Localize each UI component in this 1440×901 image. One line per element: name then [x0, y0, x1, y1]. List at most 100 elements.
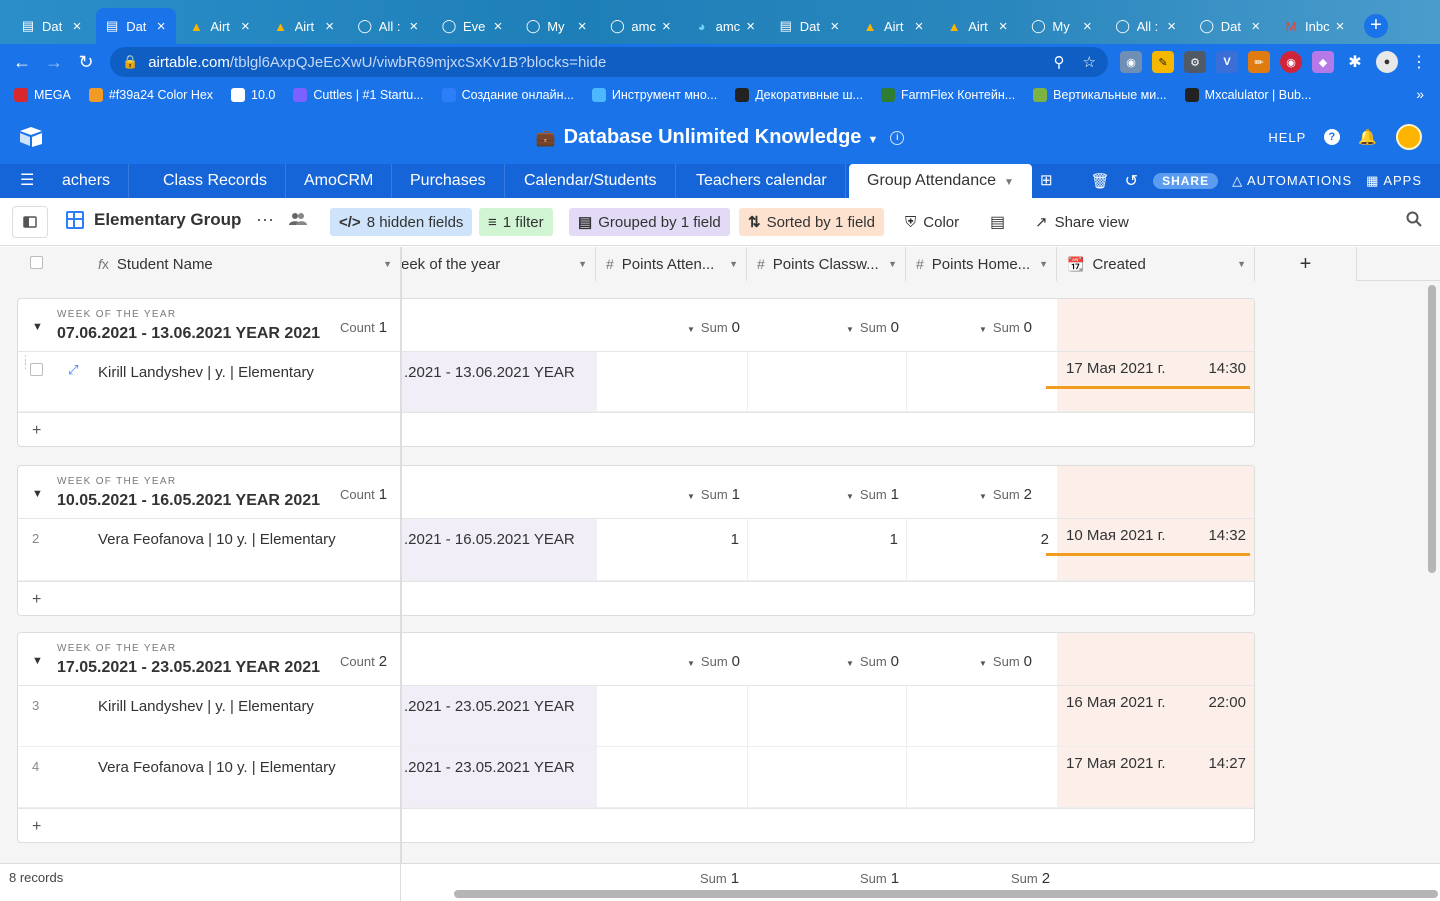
new-tab-button[interactable]: +	[1364, 14, 1388, 38]
table-row[interactable]: 4 Vera Feofanova | 10 y. | Elementary .202…	[18, 747, 1254, 808]
group-sum[interactable]: ▼ Sum 0	[846, 319, 899, 336]
browser-tab[interactable]: ▤ Dat ×	[12, 8, 92, 44]
cell-created[interactable]: 16 Мая 2021 г. 22:00	[1057, 686, 1254, 746]
reload-icon[interactable]: ↻	[78, 51, 94, 72]
group-header[interactable]: ▼ WEEK OF THE YEAR 17.05.2021 - 23.05.2021…	[18, 633, 1254, 686]
chevron-down-icon[interactable]: ▼	[888, 259, 897, 269]
bookmark-item[interactable]: Вертикальные ми...	[1033, 88, 1167, 102]
browser-menu-icon[interactable]: ⋮	[1411, 54, 1427, 71]
cell-week-of-year[interactable]: .2021 - 23.05.2021 YEAR	[402, 686, 597, 746]
close-icon[interactable]: ×	[1251, 17, 1261, 35]
chevron-down-icon[interactable]: ▼	[1237, 259, 1246, 269]
table-row[interactable]: 3 Kirill Landyshev | y. | Elementary .2021…	[18, 686, 1254, 747]
bookmark-item[interactable]: Инструмент мно...	[591, 88, 717, 102]
expand-record-icon[interactable]: ⤢	[68, 362, 79, 377]
browser-tab[interactable]: ◯ My ×	[1022, 8, 1102, 44]
camera-extension-icon[interactable]: ◉	[1120, 51, 1142, 73]
chevron-down-icon[interactable]: ▼	[1003, 177, 1014, 188]
share-button[interactable]: SHARE	[1153, 173, 1219, 189]
browser-tab[interactable]: ◯ All : ×	[349, 8, 429, 44]
sidebar-toggle-button[interactable]	[12, 206, 48, 238]
cell-points-homework[interactable]	[907, 686, 1057, 746]
cell-points-classwork[interactable]	[748, 352, 907, 411]
colorpicker-extension-icon[interactable]: ✏	[1248, 51, 1270, 73]
drag-handle-icon[interactable]: ⋮ ⋮	[20, 354, 31, 371]
add-field-button[interactable]: +	[1255, 247, 1357, 281]
close-icon[interactable]: ×	[493, 17, 503, 35]
close-icon[interactable]: ×	[1167, 17, 1176, 35]
cell-created[interactable]: 17 Мая 2021 г. 14:30	[1057, 352, 1254, 411]
browser-tab[interactable]: ◯ amc ×	[601, 8, 681, 44]
notification-bell-icon[interactable]: 🔔	[1358, 129, 1378, 146]
add-record-button[interactable]: +	[18, 412, 1254, 446]
cell-points-attendance[interactable]	[597, 747, 748, 807]
cell-points-homework[interactable]	[907, 352, 1057, 411]
column-week-of-year[interactable]: eek of the year ▼	[401, 247, 596, 281]
chevron-down-icon[interactable]: ▼	[1039, 259, 1048, 269]
cell-points-classwork[interactable]: 1	[748, 519, 907, 580]
browser-tab[interactable]: ◕ amc ×	[686, 8, 766, 44]
cell-points-attendance[interactable]: 1	[597, 519, 748, 580]
bookmark-star-icon[interactable]: ☆	[1082, 54, 1096, 71]
base-title[interactable]: 💼 Database Unlimited Knowledge ▼ i	[0, 126, 1440, 149]
v-extension-icon[interactable]: V	[1216, 51, 1238, 73]
close-icon[interactable]: ×	[1335, 17, 1345, 35]
chevron-down-icon[interactable]: ▼	[383, 259, 392, 269]
table-row[interactable]: 2 Vera Feofanova | 10 y. | Elementary .202…	[18, 519, 1254, 581]
trash-icon[interactable]: 🗑	[1090, 173, 1111, 190]
group-header[interactable]: ▼ WEEK OF THE YEAR 07.06.2021 - 13.06.2021…	[18, 299, 1254, 352]
tab-purchases[interactable]: Purchases	[392, 164, 505, 198]
group-sum[interactable]: ▼ Sum 0	[979, 653, 1032, 670]
browser-tab[interactable]: ▤ Dat ×	[96, 8, 177, 44]
horizontal-scrollbar[interactable]	[454, 890, 1438, 898]
back-arrow-icon[interactable]: ←	[13, 51, 31, 72]
bookmark-item[interactable]: MEGA	[14, 88, 71, 102]
close-icon[interactable]: ×	[577, 17, 587, 35]
close-icon[interactable]: ×	[72, 17, 82, 35]
group-sum[interactable]: ▼ Sum 1	[687, 486, 740, 503]
close-icon[interactable]: ×	[914, 17, 924, 35]
view-switcher[interactable]: Elementary Group	[66, 210, 241, 230]
scout-extension-icon[interactable]: ✎	[1152, 51, 1174, 73]
cell-points-attendance[interactable]	[597, 352, 748, 411]
browser-tab[interactable]: ▲ Airt ×	[854, 8, 934, 44]
cell-points-attendance[interactable]	[597, 686, 748, 746]
bookmark-item[interactable]: Cuttles | #1 Startu...	[293, 88, 424, 102]
column-created[interactable]: 📆 Created ▼	[1057, 247, 1255, 281]
browser-tab[interactable]: ◯ Eve ×	[433, 8, 513, 44]
cell-student-name[interactable]: Kirill Landyshev | y. | Elementary	[98, 364, 314, 381]
cell-week-of-year[interactable]: .2021 - 13.06.2021 YEAR	[402, 352, 597, 411]
group-sum[interactable]: ▼ Sum 0	[979, 319, 1032, 336]
cell-created[interactable]: 10 Мая 2021 г. 14:32	[1057, 519, 1254, 580]
cell-points-classwork[interactable]	[748, 747, 907, 807]
bookmark-item[interactable]: Декоративные ш...	[735, 88, 863, 102]
tab-teachers[interactable]: achers	[52, 164, 130, 198]
close-icon[interactable]: ×	[998, 17, 1008, 35]
browser-tab[interactable]: ▲ Airt ×	[180, 8, 260, 44]
forward-arrow-icon[interactable]: →	[45, 51, 63, 72]
zoom-icon[interactable]: ⚲	[1053, 54, 1065, 71]
add-record-button[interactable]: +	[18, 808, 1254, 842]
browser-tab[interactable]: ▤ Dat ×	[770, 8, 850, 44]
cell-student-name[interactable]: Vera Feofanova | 10 y. | Elementary	[98, 759, 336, 776]
user-avatar[interactable]	[1396, 124, 1422, 150]
add-table-icon[interactable]: ⊞	[1040, 172, 1053, 189]
browser-tab[interactable]: M Inbc ×	[1275, 8, 1355, 44]
group-header[interactable]: ▼ WEEK OF THE YEAR 10.05.2021 - 16.05.2021…	[18, 466, 1254, 519]
browser-tab[interactable]: ▲ Airt ×	[938, 8, 1018, 44]
chevron-down-icon[interactable]: ▼	[867, 134, 879, 146]
add-record-button[interactable]: +	[18, 581, 1254, 615]
tab-group-attendance[interactable]: Group Attendance ▼	[849, 164, 1032, 198]
collapse-caret-icon[interactable]: ▼	[32, 488, 43, 500]
help-icon[interactable]: ?	[1324, 129, 1341, 145]
hamburger-menu-icon[interactable]: ☰	[20, 172, 35, 189]
bookmark-item[interactable]: FarmFlex Контейн...	[880, 88, 1015, 102]
robot-extension-icon[interactable]: ⚙	[1184, 51, 1206, 73]
color-button[interactable]: ⛨ Color	[905, 208, 959, 236]
row-checkbox[interactable]	[30, 363, 43, 376]
collapse-caret-icon[interactable]: ▼	[32, 321, 43, 333]
cell-student-name[interactable]: Vera Feofanova | 10 y. | Elementary	[98, 531, 336, 548]
purple-extension-icon[interactable]: ◆	[1312, 51, 1334, 73]
group-button[interactable]: ▤ Grouped by 1 field	[569, 208, 730, 236]
table-row[interactable]: ⋮ ⋮ ⤢ Kirill Landyshev | y. | Elementary .20…	[18, 352, 1254, 412]
